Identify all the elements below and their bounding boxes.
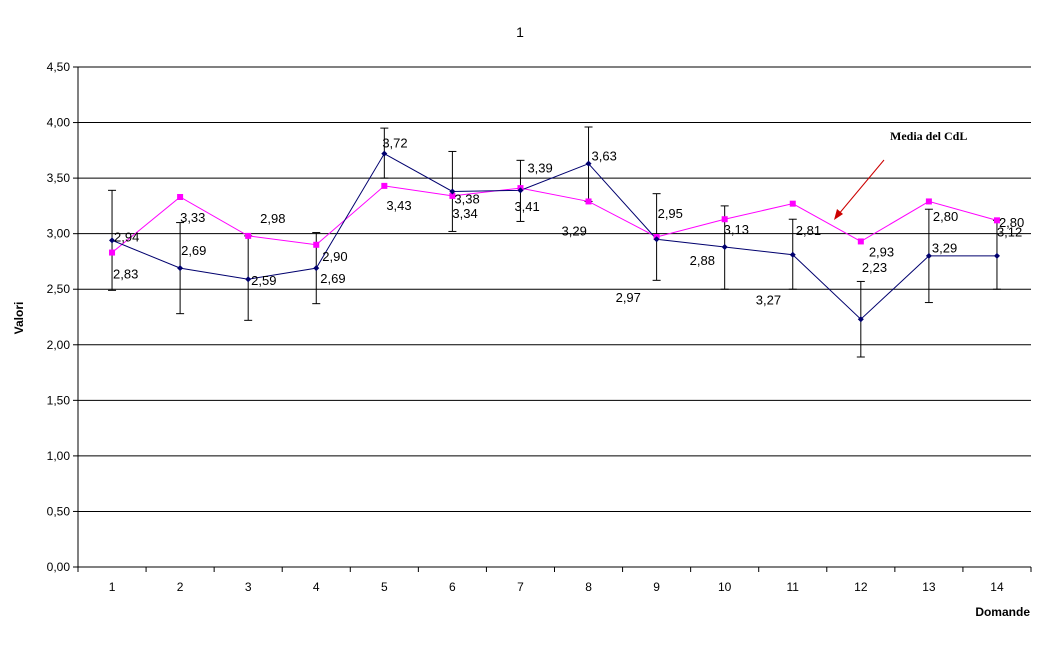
- error-bars: [108, 126, 1001, 358]
- y-tick-label: 2,50: [47, 282, 71, 296]
- data-point: [177, 194, 184, 200]
- data-label: 2,95: [658, 206, 683, 221]
- data-label: 3,41: [514, 199, 539, 214]
- series-markers: [109, 150, 1000, 323]
- data-label: 2,80: [933, 209, 958, 224]
- gridlines: [78, 66, 1031, 512]
- data-point: [449, 188, 456, 195]
- data-point: [993, 252, 1000, 259]
- data-point: [449, 192, 456, 199]
- data-point: [789, 200, 796, 207]
- data-point: [925, 252, 932, 259]
- data-label: 2,69: [320, 271, 345, 286]
- x-tick-label: 4: [313, 580, 320, 594]
- x-tick-label: 8: [585, 580, 592, 594]
- data-label: 3,29: [932, 240, 957, 255]
- data-point: [585, 198, 592, 205]
- data-point: [993, 217, 1000, 224]
- x-tick-labels: 1 2 3 4 5 6 7 8 9 10 11 12 13 14: [109, 580, 1004, 594]
- data-point: [585, 160, 592, 167]
- y-tick-labels: 0,00 0,50 1,00 1,50 2,00 2,50 3,00 3,50 4,00 4,50: [47, 60, 71, 574]
- data-label: 2,69: [181, 243, 206, 258]
- x-tick-label: 5: [381, 580, 388, 594]
- annotation-arrow-head: [834, 209, 843, 220]
- y-tick-label: 0,00: [47, 560, 71, 574]
- y-tick-label: 3,50: [47, 171, 71, 185]
- series-line: [111, 185, 998, 253]
- data-point: [653, 236, 660, 243]
- data-label: 2,23: [862, 260, 887, 275]
- y-tick-label: 3,00: [47, 227, 71, 241]
- chart-title: 1: [516, 24, 524, 40]
- data-label: 3,13: [724, 222, 749, 237]
- data-label: 3,63: [592, 149, 617, 164]
- data-label: 3,33: [180, 210, 205, 225]
- y-tick-label: 2,00: [47, 338, 71, 352]
- data-point: [857, 238, 864, 245]
- data-point: [789, 251, 796, 258]
- x-tick-label: 1: [109, 580, 116, 594]
- data-label: 2,81: [796, 223, 821, 238]
- data-point: [721, 244, 728, 250]
- data-label: 2,93: [869, 244, 894, 259]
- y-tick-label: 0,50: [47, 504, 71, 518]
- annotation-label: Media del CdL: [890, 129, 967, 143]
- data-point: [177, 265, 184, 272]
- data-label: 3,39: [527, 160, 552, 175]
- data-point: [721, 216, 728, 223]
- x-tick-label: 12: [854, 580, 868, 594]
- data-point: [245, 276, 252, 283]
- series-lines: [111, 152, 998, 320]
- x-tick-label: 13: [922, 580, 936, 594]
- data-point: [313, 241, 320, 248]
- x-tick-label: 10: [718, 580, 732, 594]
- data-label: 2,88: [690, 253, 715, 268]
- data-label: 3,27: [756, 293, 781, 308]
- data-label: 3,34: [452, 206, 477, 221]
- axes: [73, 66, 1032, 572]
- data-label: 2,98: [260, 211, 285, 226]
- data-labels: 2,94 2,69 2,59 2,69 3,72 3,38 3,39 3,63 2,95 2,88…: [113, 136, 1024, 308]
- x-tick-label: 11: [787, 580, 800, 594]
- data-point: [381, 150, 388, 157]
- y-tick-label: 1,50: [47, 393, 71, 407]
- y-axis-title: Valori: [12, 302, 26, 335]
- data-label: 2,94: [114, 229, 139, 244]
- x-axis-title: Domande: [975, 605, 1030, 619]
- x-tick-label: 7: [517, 580, 524, 594]
- data-point: [381, 182, 388, 189]
- series-line: [111, 152, 997, 320]
- data-label: 2,97: [616, 290, 641, 305]
- data-point: [109, 237, 116, 244]
- x-tick-label: 3: [245, 580, 252, 594]
- data-point: [925, 198, 932, 205]
- data-label: 2,80: [999, 215, 1024, 230]
- data-point: [313, 265, 320, 272]
- x-tick-label: 14: [990, 580, 1004, 594]
- y-tick-label: 1,00: [47, 449, 71, 463]
- data-label: 3,72: [382, 136, 407, 151]
- data-label: 3,12: [997, 224, 1022, 239]
- data-label: 2,59: [251, 273, 276, 288]
- y-tick-label: 4,00: [47, 116, 71, 130]
- data-point: [109, 249, 116, 256]
- data-label: 3,38: [454, 191, 479, 206]
- annotation-arrow-line: [837, 159, 885, 216]
- data-point: [857, 316, 864, 323]
- data-label: 2,90: [322, 249, 347, 264]
- x-tick-label: 9: [653, 580, 660, 594]
- y-tick-label: 4,50: [47, 60, 71, 74]
- x-tick-label: 6: [449, 580, 456, 594]
- data-label: 2,83: [113, 267, 138, 282]
- annotation: Media del CdL: [834, 129, 967, 220]
- x-tick-label: 2: [177, 580, 184, 594]
- data-point: [245, 232, 252, 239]
- data-label: 3,43: [386, 198, 411, 213]
- data-label: 3,29: [562, 223, 587, 238]
- data-point: [517, 187, 524, 194]
